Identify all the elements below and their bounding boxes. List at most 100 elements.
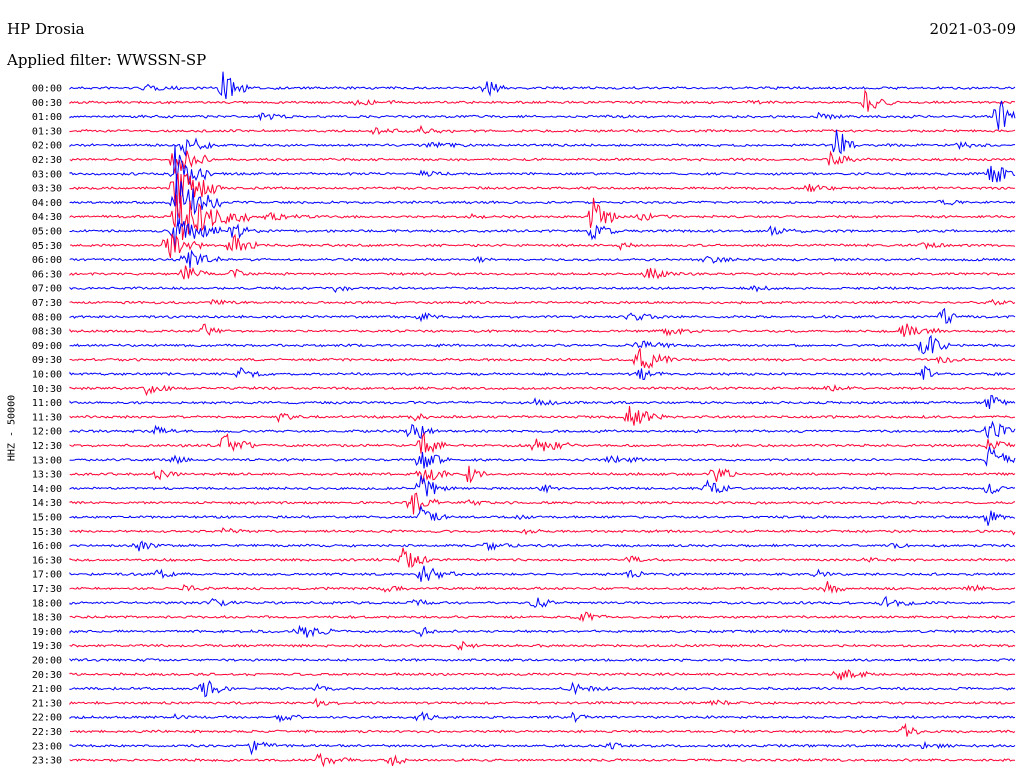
time-tick-label: 10:30 bbox=[32, 384, 62, 395]
time-tick-label: 05:30 bbox=[32, 241, 62, 252]
seismic-trace bbox=[69, 307, 1016, 324]
time-tick-label: 11:30 bbox=[32, 412, 62, 423]
time-tick-label: 08:30 bbox=[32, 327, 62, 338]
time-tick-label: 06:00 bbox=[32, 255, 62, 266]
time-tick-label: 02:30 bbox=[32, 155, 62, 166]
seismic-trace bbox=[69, 323, 1016, 337]
seismic-trace bbox=[69, 284, 1016, 293]
filter-label: Applied filter: WWSSN-SP bbox=[7, 51, 207, 69]
time-tick-label: 12:30 bbox=[32, 441, 62, 452]
seismic-trace bbox=[69, 100, 1016, 130]
time-tick-label: 19:30 bbox=[32, 641, 62, 652]
time-tick-label: 11:00 bbox=[32, 398, 62, 409]
seismic-trace bbox=[69, 527, 1016, 536]
time-tick-label: 22:00 bbox=[32, 713, 62, 724]
time-tick-label: 14:00 bbox=[32, 484, 62, 495]
seismic-trace bbox=[69, 640, 1016, 652]
seismic-trace bbox=[69, 173, 1016, 227]
time-tick-label: 07:30 bbox=[32, 298, 62, 309]
time-tick-label: 03:30 bbox=[32, 184, 62, 195]
time-tick-label: 21:00 bbox=[32, 684, 62, 695]
time-tick-label: 09:00 bbox=[32, 341, 62, 352]
time-tick-label: 06:30 bbox=[32, 269, 62, 280]
time-tick-label: 20:30 bbox=[32, 670, 62, 681]
seismic-trace bbox=[69, 697, 1016, 708]
time-tick-label: 10:00 bbox=[32, 370, 62, 381]
seismic-trace bbox=[69, 465, 1016, 485]
seismic-trace bbox=[69, 547, 1016, 568]
seismic-trace bbox=[69, 420, 1016, 440]
time-tick-label: 04:00 bbox=[32, 198, 62, 209]
seismic-trace bbox=[69, 581, 1016, 594]
seismic-trace bbox=[69, 249, 1016, 269]
time-tick-label: 23:00 bbox=[32, 741, 62, 752]
seismic-trace bbox=[69, 722, 1016, 737]
time-tick-label: 08:00 bbox=[32, 312, 62, 323]
time-tick-label: 15:30 bbox=[32, 527, 62, 538]
seismic-trace bbox=[69, 150, 1016, 174]
time-tick-label: 21:30 bbox=[32, 698, 62, 709]
time-tick-label: 20:00 bbox=[32, 656, 62, 667]
time-tick-label: 16:30 bbox=[32, 555, 62, 566]
seismic-trace bbox=[69, 504, 1016, 526]
time-tick-label: 05:00 bbox=[32, 227, 62, 238]
time-tick-label: 12:00 bbox=[32, 427, 62, 438]
seismic-trace bbox=[69, 124, 1016, 135]
time-tick-label: 14:30 bbox=[32, 498, 62, 509]
time-tick-label: 22:30 bbox=[32, 727, 62, 738]
seismic-trace bbox=[69, 540, 1016, 552]
seismic-trace bbox=[69, 432, 1016, 454]
station-title: HP Drosia bbox=[7, 20, 85, 38]
seismic-trace bbox=[69, 129, 1015, 158]
seismic-trace bbox=[69, 475, 1016, 497]
seismic-trace bbox=[69, 711, 1016, 724]
seismic-trace bbox=[69, 334, 1016, 355]
time-tick-label: 23:30 bbox=[32, 756, 62, 767]
seismic-trace bbox=[69, 365, 1016, 381]
time-tick-label: 00:00 bbox=[32, 84, 62, 95]
seismic-trace bbox=[69, 624, 1016, 638]
time-tick-label: 09:30 bbox=[32, 355, 62, 366]
seismic-trace bbox=[69, 219, 1016, 251]
seismic-trace bbox=[69, 446, 1016, 469]
time-tick-label: 02:00 bbox=[32, 141, 62, 152]
seismic-trace bbox=[69, 680, 1016, 698]
seismic-trace bbox=[69, 492, 1016, 515]
time-tick-label: 01:00 bbox=[32, 112, 62, 123]
time-tick-label: 16:00 bbox=[32, 541, 62, 552]
seismic-trace bbox=[69, 565, 1016, 582]
seismic-trace bbox=[69, 348, 1016, 370]
seismic-trace bbox=[69, 172, 1016, 206]
time-tick-label: 00:30 bbox=[32, 98, 62, 109]
time-tick-label: 15:00 bbox=[32, 513, 62, 524]
seismic-trace bbox=[69, 395, 1016, 409]
seismic-trace bbox=[69, 669, 1015, 681]
seismic-trace bbox=[69, 194, 1016, 241]
record-date: 2021-03-09 bbox=[929, 20, 1016, 38]
time-tick-label: 13:30 bbox=[32, 470, 62, 481]
seismic-trace bbox=[69, 611, 1016, 623]
time-tick-label: 07:00 bbox=[32, 284, 62, 295]
time-tick-label: 13:00 bbox=[32, 455, 62, 466]
seismic-trace bbox=[69, 145, 1016, 186]
seismic-trace bbox=[69, 406, 1016, 426]
seismic-trace bbox=[69, 89, 1016, 112]
seismic-trace bbox=[69, 71, 1016, 100]
seismic-trace bbox=[69, 265, 1016, 280]
time-tick-label: 17:30 bbox=[32, 584, 62, 595]
time-tick-label: 17:00 bbox=[32, 570, 62, 581]
time-tick-label: 19:00 bbox=[32, 627, 62, 638]
time-tick-label: 18:30 bbox=[32, 613, 62, 624]
seismic-trace bbox=[69, 384, 1016, 397]
seismic-trace bbox=[69, 740, 1016, 756]
seismic-trace bbox=[69, 752, 1015, 768]
time-tick-label: 03:00 bbox=[32, 169, 62, 180]
seismic-trace bbox=[69, 657, 1016, 662]
seismic-trace bbox=[69, 298, 1016, 306]
seismic-trace bbox=[69, 595, 1016, 609]
seismic-trace bbox=[69, 233, 1016, 259]
time-tick-label: 01:30 bbox=[32, 126, 62, 137]
time-tick-label: 18:00 bbox=[32, 598, 62, 609]
time-tick-label: 04:30 bbox=[32, 212, 62, 223]
